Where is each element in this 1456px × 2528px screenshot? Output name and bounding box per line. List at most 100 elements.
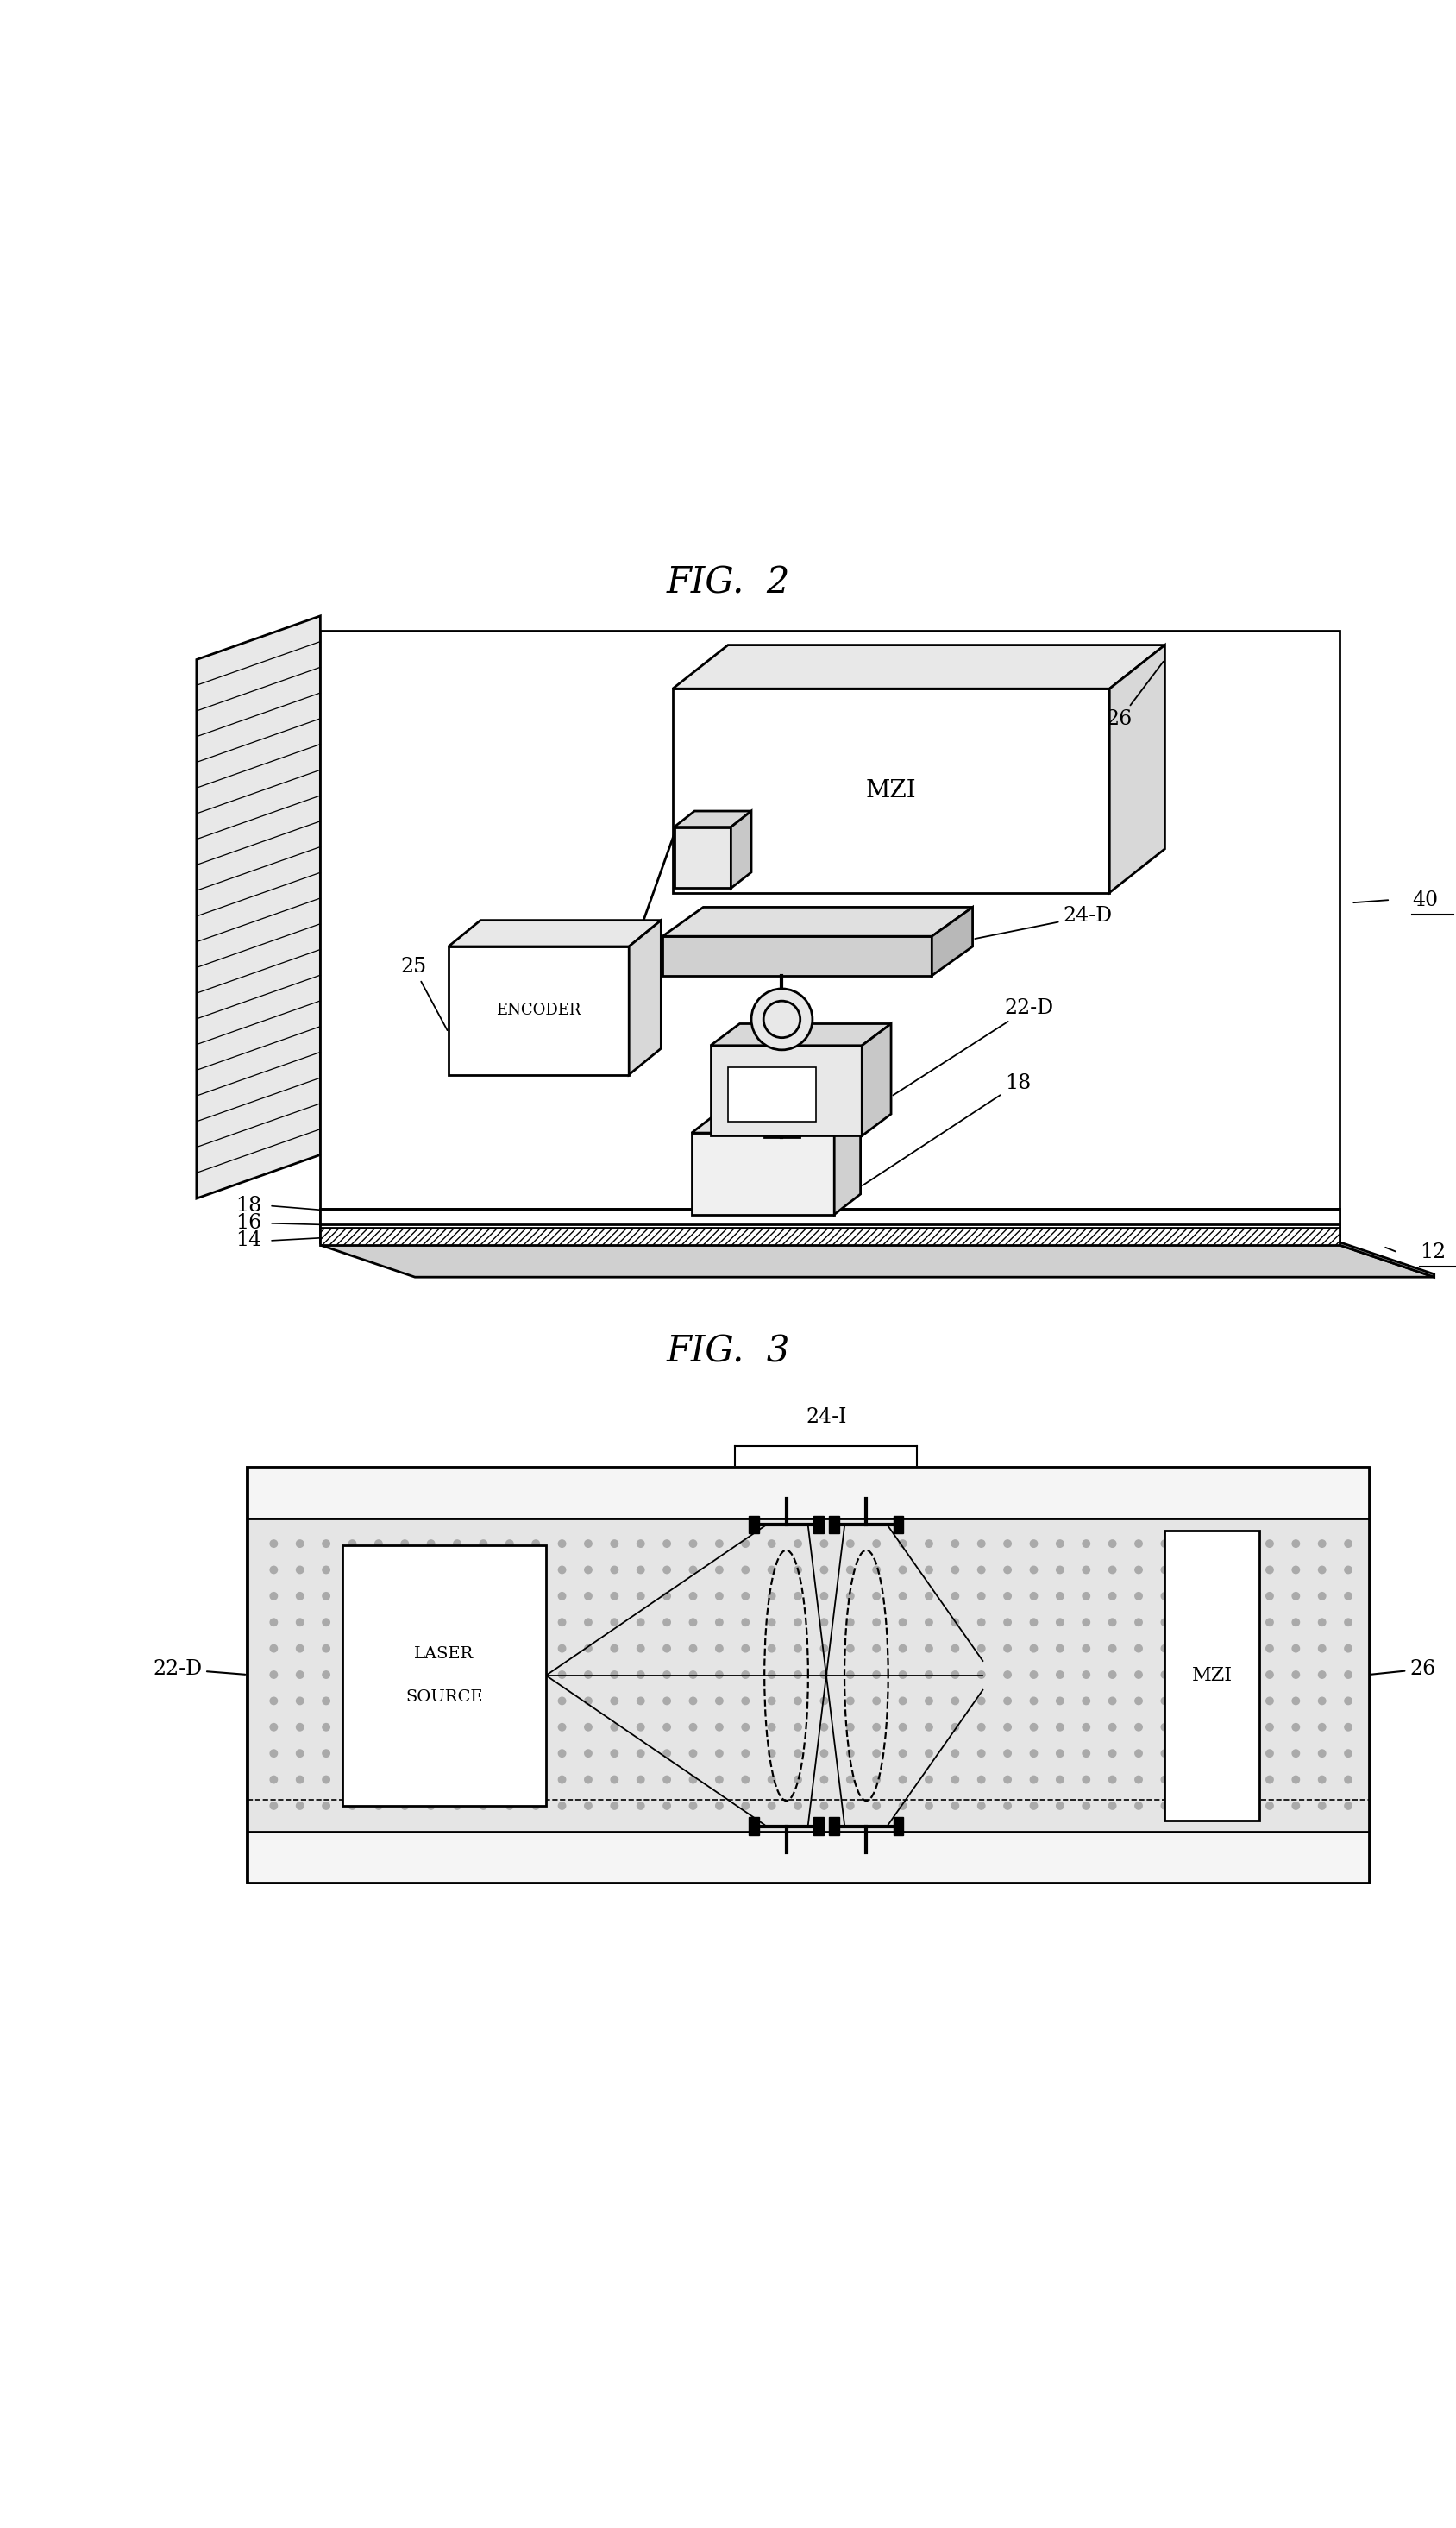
Circle shape: [951, 1802, 958, 1810]
Circle shape: [1134, 1777, 1142, 1782]
Circle shape: [505, 1724, 513, 1732]
FancyBboxPatch shape: [1165, 1529, 1259, 1820]
FancyBboxPatch shape: [894, 1517, 903, 1534]
Circle shape: [1318, 1618, 1325, 1626]
Circle shape: [1082, 1777, 1089, 1782]
Circle shape: [977, 1749, 984, 1757]
Circle shape: [1187, 1802, 1194, 1810]
Circle shape: [636, 1567, 644, 1572]
Circle shape: [872, 1618, 879, 1626]
Circle shape: [610, 1724, 617, 1732]
Circle shape: [1187, 1696, 1194, 1704]
Circle shape: [636, 1618, 644, 1626]
Circle shape: [1265, 1802, 1273, 1810]
Circle shape: [872, 1777, 879, 1782]
Circle shape: [715, 1567, 722, 1572]
Circle shape: [374, 1540, 381, 1547]
Circle shape: [297, 1802, 304, 1810]
FancyBboxPatch shape: [320, 1208, 1340, 1231]
Circle shape: [1344, 1540, 1351, 1547]
Circle shape: [1082, 1618, 1089, 1626]
Circle shape: [715, 1671, 722, 1679]
Circle shape: [1265, 1540, 1273, 1547]
Circle shape: [1213, 1646, 1220, 1653]
Circle shape: [1239, 1540, 1246, 1547]
Text: SOURCE: SOURCE: [405, 1689, 483, 1704]
Circle shape: [1003, 1696, 1010, 1704]
Circle shape: [898, 1540, 906, 1547]
Circle shape: [689, 1802, 696, 1810]
Circle shape: [741, 1671, 748, 1679]
Circle shape: [715, 1749, 722, 1757]
Circle shape: [400, 1802, 408, 1810]
Circle shape: [1134, 1696, 1142, 1704]
Text: ENCODER: ENCODER: [496, 1004, 581, 1019]
Text: 18: 18: [862, 1074, 1031, 1186]
Circle shape: [1160, 1749, 1168, 1757]
Circle shape: [584, 1749, 591, 1757]
Circle shape: [1108, 1593, 1115, 1600]
Circle shape: [531, 1618, 539, 1626]
Circle shape: [767, 1567, 775, 1572]
Circle shape: [898, 1696, 906, 1704]
Circle shape: [820, 1567, 827, 1572]
Circle shape: [977, 1646, 984, 1653]
Circle shape: [271, 1593, 278, 1600]
Circle shape: [662, 1724, 670, 1732]
Polygon shape: [932, 908, 973, 976]
Circle shape: [846, 1646, 853, 1653]
Circle shape: [794, 1567, 801, 1572]
Circle shape: [322, 1724, 329, 1732]
Text: 22-D: 22-D: [893, 999, 1054, 1095]
Circle shape: [1213, 1540, 1220, 1547]
Circle shape: [1239, 1593, 1246, 1600]
Circle shape: [1082, 1696, 1089, 1704]
Circle shape: [1187, 1567, 1194, 1572]
Circle shape: [1108, 1777, 1115, 1782]
Circle shape: [951, 1593, 958, 1600]
Circle shape: [531, 1749, 539, 1757]
Circle shape: [374, 1696, 381, 1704]
Circle shape: [767, 1646, 775, 1653]
Circle shape: [794, 1646, 801, 1653]
Circle shape: [794, 1593, 801, 1600]
Circle shape: [951, 1777, 958, 1782]
Circle shape: [297, 1540, 304, 1547]
Circle shape: [531, 1567, 539, 1572]
Circle shape: [1029, 1646, 1037, 1653]
Text: 40: 40: [1412, 890, 1439, 910]
Polygon shape: [673, 645, 1165, 688]
Circle shape: [1187, 1540, 1194, 1547]
Circle shape: [1318, 1696, 1325, 1704]
Circle shape: [400, 1724, 408, 1732]
Circle shape: [1160, 1593, 1168, 1600]
Circle shape: [1344, 1593, 1351, 1600]
Circle shape: [636, 1696, 644, 1704]
Circle shape: [794, 1802, 801, 1810]
Circle shape: [558, 1696, 565, 1704]
Circle shape: [820, 1593, 827, 1600]
Circle shape: [977, 1567, 984, 1572]
Circle shape: [1187, 1671, 1194, 1679]
Circle shape: [1003, 1567, 1010, 1572]
Circle shape: [1056, 1540, 1063, 1547]
Circle shape: [1082, 1540, 1089, 1547]
Circle shape: [741, 1540, 748, 1547]
Circle shape: [689, 1671, 696, 1679]
Circle shape: [297, 1777, 304, 1782]
Circle shape: [662, 1646, 670, 1653]
Polygon shape: [448, 920, 661, 945]
Circle shape: [374, 1646, 381, 1653]
Circle shape: [846, 1749, 853, 1757]
Circle shape: [636, 1671, 644, 1679]
Circle shape: [1108, 1802, 1115, 1810]
Circle shape: [872, 1802, 879, 1810]
Circle shape: [925, 1540, 932, 1547]
Circle shape: [689, 1540, 696, 1547]
Circle shape: [872, 1567, 879, 1572]
Circle shape: [846, 1671, 853, 1679]
Circle shape: [584, 1777, 591, 1782]
Circle shape: [820, 1646, 827, 1653]
Circle shape: [558, 1749, 565, 1757]
Circle shape: [1213, 1724, 1220, 1732]
